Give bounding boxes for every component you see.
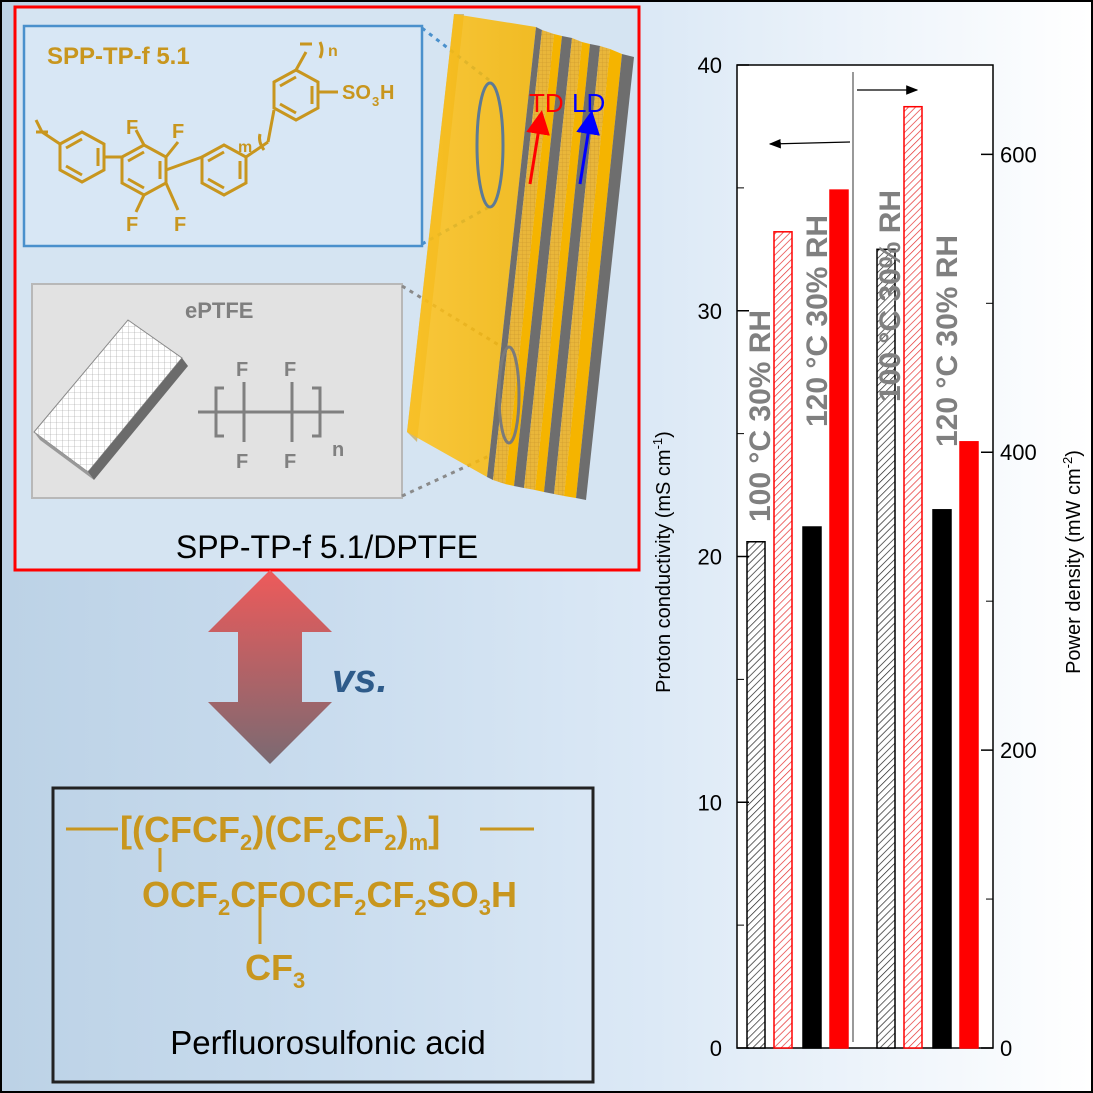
td-label: TD <box>529 88 564 118</box>
pfsa-backbone: [(CFCF2)(CF2CF2)m] <box>120 809 440 855</box>
ld-label: LD <box>572 88 605 118</box>
y-tick-label: 20 <box>698 545 722 570</box>
svg-text:F: F <box>126 214 138 236</box>
y2-tick-label: 600 <box>1000 142 1037 167</box>
bar-condition-label: 120 °C 30% RH <box>931 235 964 447</box>
bar-condition-label: 100 °C 30% RH <box>874 190 907 402</box>
bar-labels-layer: 100 °C 30% RH 120 °C 30% RH 100 °C 30% RH 1… <box>744 190 964 522</box>
svg-text:n: n <box>332 439 344 461</box>
polymer-structure <box>34 41 338 213</box>
zoom-ring-polymer <box>475 81 505 209</box>
bar-red-solid <box>959 441 979 1049</box>
conductivity-power-chart: 0 10 20 30 40 0 200 400 600 100 °C 30% RH 120 °C… <box>650 53 1085 1061</box>
left-axis-arrow <box>768 138 851 149</box>
ptfe-structure <box>198 382 344 442</box>
pfsa-cf3: CF3 <box>245 947 305 993</box>
svg-text:F: F <box>236 359 248 381</box>
pfsa-sidechain: OCF2CFOCF2CF2SO3H <box>142 874 517 920</box>
bar-black-hatched <box>746 541 766 1049</box>
y-axis-right: 0 200 400 600 <box>981 142 1037 1061</box>
membrane-stack <box>407 14 634 500</box>
ld-arrow <box>576 110 600 185</box>
membrane-panel: SPP-TP-f 5.1 <box>13 5 641 572</box>
bar-condition-label: 100 °C 30% RH <box>744 310 777 522</box>
eptfe-block <box>33 319 188 480</box>
vs-label: vs. <box>332 657 388 701</box>
y2-axis-title: Power density (mW cm-2) <box>1060 450 1085 674</box>
bars-layer <box>746 105 979 1049</box>
td-arrow <box>526 110 550 185</box>
y2-tick-label: 0 <box>1000 1036 1012 1061</box>
bar-black-solid <box>802 526 822 1049</box>
svg-text:n: n <box>328 43 338 60</box>
y2-tick-label: 400 <box>1000 440 1037 465</box>
bar-red-hatched <box>773 231 793 1049</box>
ptfe-atom-labels: F F F F n <box>236 359 344 473</box>
y-tick-label: 10 <box>698 790 722 815</box>
pfsa-caption: Perfluorosulfonic acid <box>170 1024 486 1061</box>
polymer-name: SPP-TP-f 5.1 <box>47 43 190 70</box>
svg-text:3: 3 <box>372 94 379 109</box>
y-axis-left: 0 10 20 30 40 <box>698 53 749 1061</box>
pfsa-bonds <box>66 827 534 944</box>
svg-text:m: m <box>238 139 252 156</box>
composite-label: SPP-TP-f 5.1/DPTFE <box>176 529 478 565</box>
y2-tick-label: 200 <box>1000 738 1037 763</box>
y-tick-label: 40 <box>698 53 722 78</box>
bar-black-hatched <box>876 248 896 1049</box>
svg-text:F: F <box>236 451 248 473</box>
svg-text:F: F <box>284 451 296 473</box>
bar-black-solid <box>932 509 952 1049</box>
pfsa-panel: [(CFCF2)(CF2CF2)m] OCF2CFOCF2CF2SO3H CF3… <box>51 786 595 1084</box>
svg-text:SO: SO <box>342 82 371 104</box>
svg-text:F: F <box>172 121 184 143</box>
comparison-arrow <box>208 570 332 764</box>
zoom-ring-eptfe <box>497 345 521 445</box>
svg-text:F: F <box>174 214 186 236</box>
svg-text:F: F <box>126 117 138 139</box>
pfsa-frame <box>51 786 595 1084</box>
svg-text:H: H <box>380 82 394 104</box>
bar-condition-label: 120 °C 30% RH <box>801 215 834 427</box>
polymer-atom-labels: F F F F m n SO 3 H <box>126 43 394 236</box>
bar-red-hatched <box>903 105 923 1049</box>
support-name: ePTFE <box>185 298 253 323</box>
svg-text:F: F <box>284 359 296 381</box>
bar-red-solid <box>829 189 849 1049</box>
y-axis-title: Proton conductivity (mS cm-1) <box>650 431 675 693</box>
y-tick-label: 30 <box>698 299 722 324</box>
y-tick-label: 0 <box>710 1036 722 1061</box>
